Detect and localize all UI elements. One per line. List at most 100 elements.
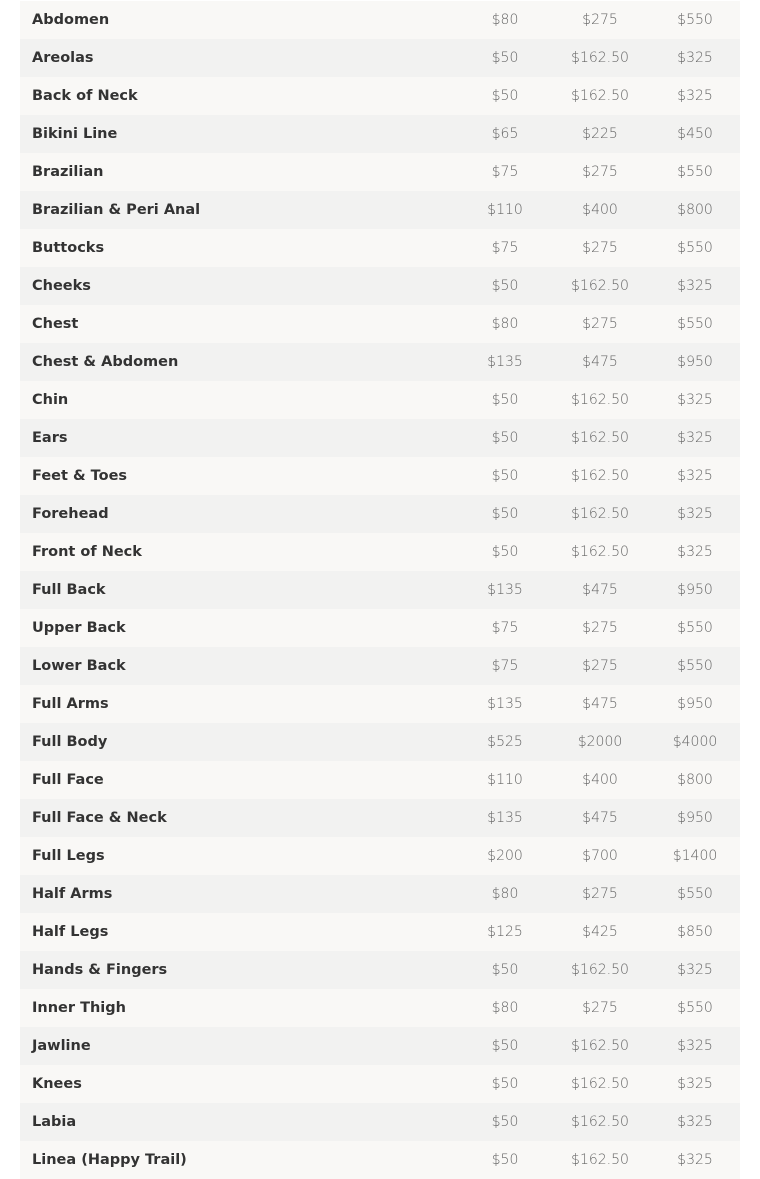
area-name: Labia (32, 1114, 77, 1130)
price: $275 (582, 620, 618, 636)
table-row: Areolas $50 $162.50 $325 (20, 39, 740, 77)
price: $80 (491, 1000, 519, 1016)
table-row: Abdomen $80 $275 $550 (20, 1, 740, 39)
price: $400 (582, 772, 618, 788)
table-row: Full Legs $200 $700 $1400 (20, 837, 740, 875)
price: $475 (582, 696, 618, 712)
table-row: Jawline $50 $162.50 $325 (20, 1027, 740, 1065)
area-name: Full Body (32, 734, 108, 750)
area-name: Linea (Happy Trail) (32, 1152, 187, 1168)
price: $200 (487, 848, 523, 864)
area-name: Buttocks (32, 240, 105, 256)
table-row: Chest & Abdomen $135 $475 $950 (20, 343, 740, 381)
price: $80 (491, 886, 519, 902)
area-name: Abdomen (32, 12, 110, 28)
table-row: Hands & Fingers $50 $162.50 $325 (20, 951, 740, 989)
table-row: Full Arms $135 $475 $950 (20, 685, 740, 723)
price: $162.50 (571, 392, 629, 408)
price: $50 (491, 1152, 519, 1168)
price: $1400 (672, 848, 718, 864)
table-row: Front of Neck $50 $162.50 $325 (20, 533, 740, 571)
area-name: Hands & Fingers (32, 962, 168, 978)
price: $275 (582, 886, 618, 902)
price: $2000 (577, 734, 623, 750)
area-name: Cheeks (32, 278, 91, 294)
table-row: Feet & Toes $50 $162.50 $325 (20, 457, 740, 495)
price: $325 (677, 430, 713, 446)
price: $525 (487, 734, 523, 750)
price: $75 (491, 164, 519, 180)
price: $162.50 (571, 1114, 629, 1130)
price: $550 (677, 12, 713, 28)
price: $800 (677, 772, 713, 788)
price: $162.50 (571, 50, 629, 66)
table-row: Brazilian $75 $275 $550 (20, 153, 740, 191)
price: $450 (677, 126, 713, 142)
table-row: Half Arms $80 $275 $550 (20, 875, 740, 913)
table-row: Linea (Happy Trail) $50 $162.50 $325 (20, 1141, 740, 1179)
price: $135 (487, 582, 523, 598)
price: $162.50 (571, 88, 629, 104)
price: $275 (582, 316, 618, 332)
table-row: Buttocks $75 $275 $550 (20, 229, 740, 267)
price: $162.50 (571, 1076, 629, 1092)
price: $162.50 (571, 278, 629, 294)
table-row: Lower Back $75 $275 $550 (20, 647, 740, 685)
area-name: Bikini Line (32, 126, 118, 142)
price: $550 (677, 316, 713, 332)
price: $80 (491, 316, 519, 332)
price: $50 (491, 278, 519, 294)
price: $475 (582, 810, 618, 826)
price: $75 (491, 658, 519, 674)
price: $65 (491, 126, 519, 142)
price: $50 (491, 430, 519, 446)
area-name: Full Back (32, 582, 106, 598)
area-name: Upper Back (32, 620, 126, 636)
price: $950 (677, 354, 713, 370)
price: $110 (487, 772, 523, 788)
price: $950 (677, 810, 713, 826)
area-name: Chest (32, 316, 79, 332)
area-name: Full Face (32, 772, 104, 788)
area-name: Areolas (32, 50, 94, 66)
price: $50 (491, 544, 519, 560)
price: $50 (491, 468, 519, 484)
price: $325 (677, 1114, 713, 1130)
price: $50 (491, 962, 519, 978)
price: $550 (677, 164, 713, 180)
price: $275 (582, 164, 618, 180)
price: $475 (582, 582, 618, 598)
price: $700 (582, 848, 618, 864)
price: $75 (491, 240, 519, 256)
price: $135 (487, 810, 523, 826)
area-name: Brazilian & Peri Anal (32, 202, 201, 218)
price: $400 (582, 202, 618, 218)
area-name: Full Legs (32, 848, 105, 864)
area-name: Back of Neck (32, 88, 138, 104)
table-row: Full Body $525 $2000 $4000 (20, 723, 740, 761)
area-name: Brazilian (32, 164, 104, 180)
area-name: Front of Neck (32, 544, 142, 560)
price: $325 (677, 88, 713, 104)
area-name: Knees (32, 1076, 82, 1092)
price: $475 (582, 354, 618, 370)
area-name: Inner Thigh (32, 1000, 126, 1016)
price: $325 (677, 1038, 713, 1054)
area-name: Full Face & Neck (32, 810, 167, 826)
price: $162.50 (571, 468, 629, 484)
price: $550 (677, 886, 713, 902)
price: $50 (491, 1038, 519, 1054)
price: $550 (677, 1000, 713, 1016)
price: $4000 (672, 734, 718, 750)
price: $162.50 (571, 544, 629, 560)
table-row: Chin $50 $162.50 $325 (20, 381, 740, 419)
price: $550 (677, 240, 713, 256)
table-row: Knees $50 $162.50 $325 (20, 1065, 740, 1103)
price: $800 (677, 202, 713, 218)
price: $275 (582, 12, 618, 28)
table-row: Back of Neck $50 $162.50 $325 (20, 77, 740, 115)
price: $325 (677, 1076, 713, 1092)
price: $162.50 (571, 506, 629, 522)
price: $110 (487, 202, 523, 218)
